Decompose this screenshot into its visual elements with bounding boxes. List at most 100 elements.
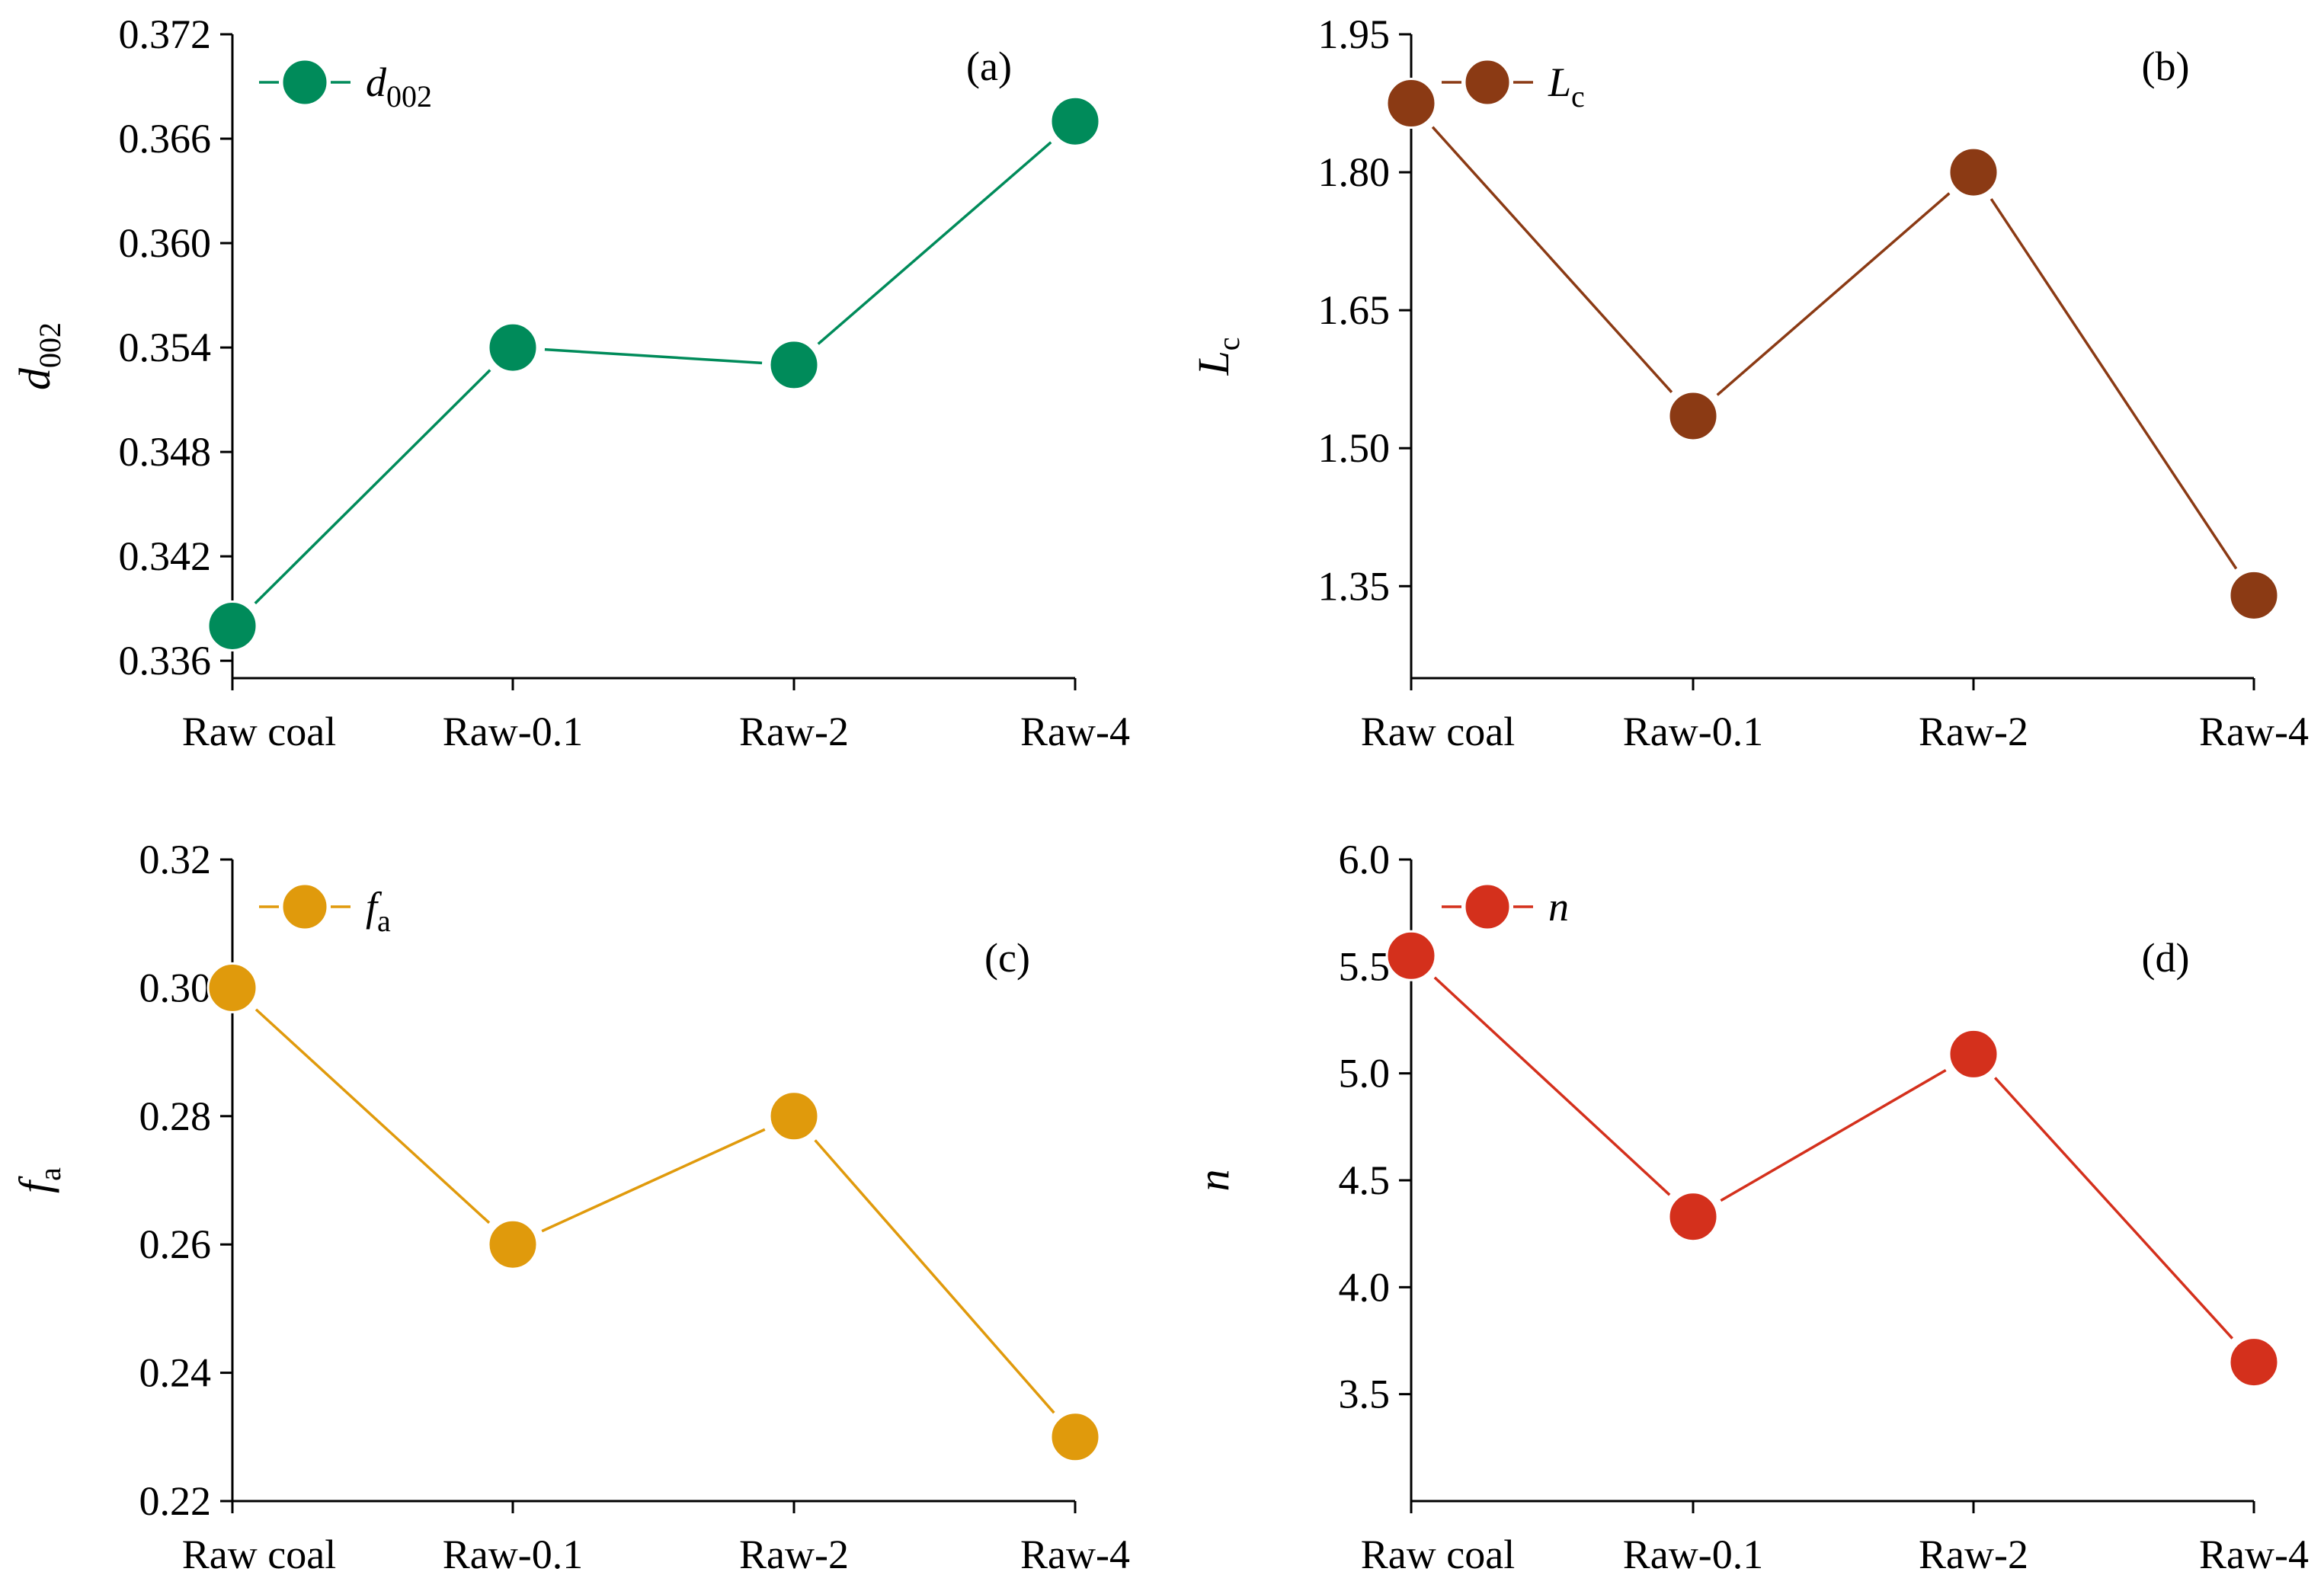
y-axis-title-main: L [1189, 351, 1238, 376]
x-tick-label: Raw-0.1 [1623, 1532, 1763, 1577]
y-tick-label: 4.0 [1339, 1264, 1391, 1310]
data-point-raw-4[interactable] [2228, 569, 2280, 621]
y-tick-label: 0.372 [119, 11, 212, 57]
legend-label: d002 [366, 59, 432, 114]
data-point-raw-coal[interactable] [206, 962, 258, 1013]
chart-panel-b: 1.35 1.50 1.65 1.80 1.95 Raw coal Raw-0.1 Raw-2… [1189, 11, 2309, 754]
x-tick-label: Raw coal [182, 709, 336, 754]
legend-label: fa [366, 884, 391, 938]
y-tick-label: 0.32 [139, 837, 212, 882]
data-point-raw-2[interactable] [1948, 1028, 1999, 1080]
legend-label: n [1548, 884, 1569, 930]
y-tick-label: 0.336 [119, 638, 212, 683]
panel-label: (d) [2142, 935, 2190, 981]
series-line-segment [814, 1139, 1055, 1414]
y-tick-label: 0.348 [119, 429, 212, 475]
y-axis-title: n [1189, 1170, 1238, 1192]
y-axis-title-main: d [10, 367, 59, 390]
x-tick-label: Raw coal [1361, 709, 1515, 754]
y-tick-label: 3.5 [1339, 1372, 1391, 1417]
series-line-segment [544, 347, 763, 365]
legend-label-main: n [1548, 884, 1569, 930]
panel-label: (a) [966, 43, 1012, 89]
y-tick-label: 5.0 [1339, 1051, 1391, 1096]
x-tick-label: Raw-2 [1919, 1532, 2028, 1577]
legend-label-subscript: a [377, 904, 391, 938]
y-tick-label: 1.50 [1318, 425, 1391, 471]
y-axis-title: d002 [10, 322, 67, 390]
y-tick-label: 0.22 [139, 1478, 212, 1524]
x-tick-label: Raw-4 [1020, 1532, 1130, 1577]
data-point-raw-2[interactable] [1948, 146, 1999, 198]
y-axis-title-group: Lc [1189, 337, 1246, 376]
legend: fa [259, 882, 391, 938]
x-tick-label: Raw-2 [739, 709, 849, 754]
y-tick-label: 1.95 [1318, 11, 1391, 57]
legend: n [1442, 882, 1569, 931]
x-tick-label: Raw coal [1361, 1532, 1515, 1577]
data-point-raw-coal[interactable] [1385, 930, 1437, 981]
legend: Lc [1442, 58, 1585, 114]
y-tick-label: 0.342 [119, 533, 212, 579]
data-point-raw-4[interactable] [2228, 1337, 2280, 1388]
x-tick-label: Raw-4 [2199, 709, 2309, 754]
series-line-segment [541, 1128, 766, 1233]
series-line-segment [1431, 126, 1673, 393]
legend-label: Lc [1548, 59, 1585, 114]
x-tick-label: Raw-4 [2199, 1532, 2309, 1577]
data-point-raw-coal[interactable] [206, 600, 258, 651]
series-line-segment [1989, 198, 2238, 570]
y-tick-label: 1.80 [1318, 149, 1391, 195]
y-tick-label: 1.65 [1318, 287, 1391, 333]
data-point-raw-4[interactable] [1049, 95, 1101, 147]
y-axis-title-subscript: c [1212, 337, 1246, 351]
y-axis-title: fa [10, 1167, 67, 1193]
series-line-segment [254, 369, 491, 605]
data-point-raw-2[interactable] [768, 1090, 820, 1142]
y-axis-title-group: d002 [10, 322, 67, 390]
y-tick-label: 1.35 [1318, 563, 1391, 609]
x-tick-label: Raw-0.1 [1623, 709, 1763, 754]
legend-marker [280, 882, 329, 931]
legend-label-main: d [366, 59, 387, 105]
data-point-raw-2[interactable] [768, 339, 820, 391]
x-tick-label: Raw-0.1 [443, 709, 583, 754]
series-line-segment [1716, 192, 1951, 396]
y-tick-label: 6.0 [1339, 837, 1391, 882]
x-tick-label: Raw-2 [739, 1532, 849, 1577]
y-tick-label: 5.5 [1339, 943, 1391, 989]
legend-label-main: L [1548, 59, 1571, 105]
legend-label-subscript: c [1571, 79, 1585, 114]
y-tick-label: 0.24 [139, 1350, 212, 1396]
x-tick-label: Raw-4 [1020, 709, 1130, 754]
data-point-raw-0-1[interactable] [487, 1218, 539, 1270]
series-line-segment [1720, 1068, 1947, 1202]
legend-marker [280, 58, 329, 107]
data-point-raw-4[interactable] [1049, 1411, 1101, 1463]
data-point-raw-0-1[interactable] [487, 322, 539, 373]
y-tick-label: 4.5 [1339, 1157, 1391, 1203]
series-line-segment [817, 141, 1052, 345]
y-axis-title-subscript: 002 [33, 322, 67, 368]
x-tick-label: Raw-2 [1919, 709, 2028, 754]
y-tick-label: 0.26 [139, 1221, 212, 1267]
y-tick-label: 0.366 [119, 116, 212, 162]
y-tick-label: 0.360 [119, 220, 212, 266]
series-line-segment [254, 1008, 491, 1224]
data-point-raw-0-1[interactable] [1667, 1191, 1719, 1243]
y-axis-title-group: fa [10, 1167, 67, 1193]
series-line-segment [1433, 976, 1671, 1196]
chart-panel-a: 0.336 0.342 0.348 0.354 0.360 0.366 0.372 Raw c… [10, 11, 1130, 754]
y-axis-title-subscript: a [33, 1167, 67, 1181]
y-axis-title-group: n [1189, 1170, 1238, 1192]
x-tick-label: Raw-0.1 [443, 1532, 583, 1577]
legend-label-subscript: 002 [386, 79, 432, 114]
panel-label: (c) [984, 935, 1030, 981]
y-axis-title-main: n [1189, 1170, 1238, 1192]
panel-label: (b) [2142, 43, 2190, 89]
chart-panel-d: 3.5 4.0 4.5 5.0 5.5 6.0 Raw coal Raw-0.1 Raw-2 Ra… [1189, 837, 2309, 1577]
y-tick-label: 0.354 [119, 325, 212, 370]
data-point-raw-coal[interactable] [1385, 78, 1437, 130]
data-point-raw-0-1[interactable] [1667, 390, 1719, 442]
legend: d002 [259, 58, 432, 114]
